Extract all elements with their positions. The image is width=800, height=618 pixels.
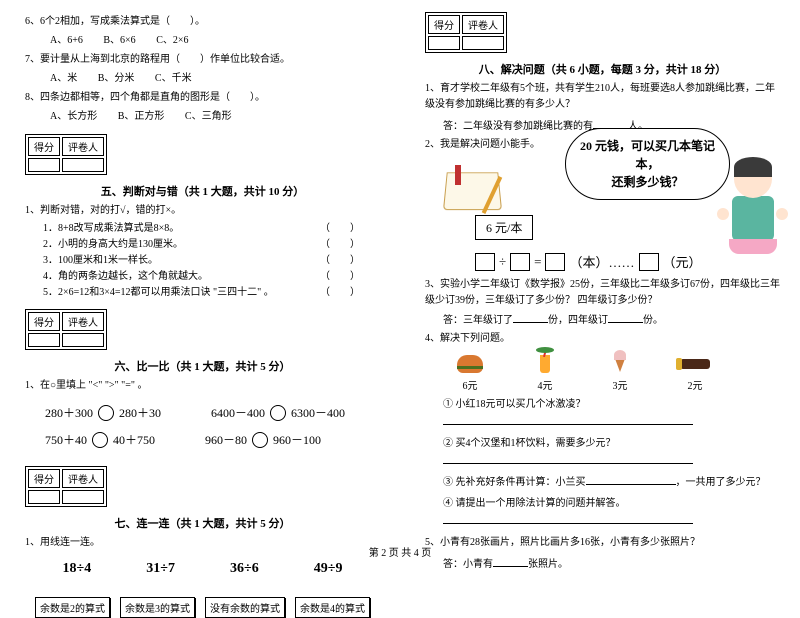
q6-a: A、6+6 xyxy=(50,32,83,50)
q8-c: C、三角形 xyxy=(185,108,232,126)
target-1: 余数是2的算式 xyxy=(35,597,110,618)
connect-expressions: 18÷4 31÷7 36÷6 49÷9 xyxy=(35,561,370,577)
compare-circle xyxy=(98,405,114,421)
sq2: ② 买4个汉堡和1杯饮料，需要多少元？ xyxy=(443,435,780,471)
expr-4: 49÷9 xyxy=(314,561,343,577)
speech-bubble: 20 元钱，可以买几本笔记本， 还剩多少钱？ xyxy=(565,128,730,200)
q8-b: B、正方形 xyxy=(118,108,165,126)
q8-1: 1、育才学校二年级有5个班，共有学生210人，每班要选8人参加跳绳比赛，二年级没… xyxy=(425,81,780,113)
q8-4: 4、解决下列问题。 xyxy=(425,331,780,347)
sec5-l1: 1．8+8改写成乘法算式是8×8。（ ） xyxy=(43,221,380,237)
compare-row-1: 280＋300280＋30 6400－4006300－400 xyxy=(45,404,380,421)
sec5-l2: 2．小明的身高大约是130厘米。（ ） xyxy=(43,237,380,253)
q7-a: A、米 xyxy=(50,70,77,88)
q7-stem: 7、要计量从上海到北京的路程用（ ）作单位比较合适。 xyxy=(25,52,380,68)
food-prices: 6元 4元 3元 2元 xyxy=(455,377,780,392)
candy-icon xyxy=(680,353,710,375)
q7-c: C、千米 xyxy=(155,70,192,88)
icecream-icon xyxy=(605,353,635,375)
notebook-icon xyxy=(445,170,505,220)
score-box-7: 得分评卷人 xyxy=(25,466,107,507)
score-blank xyxy=(28,158,60,172)
target-4: 余数是4的算式 xyxy=(295,597,370,618)
q8-a: A、长方形 xyxy=(50,108,97,126)
score-box-8: 得分评卷人 xyxy=(425,12,507,53)
page-footer: 第 2 页 共 4 页 xyxy=(0,544,800,559)
child-character-icon xyxy=(725,160,780,270)
section-8-title: 八、解决问题（共 6 小题，每题 3 分，共计 18 分） xyxy=(425,61,780,77)
expr-1: 18÷4 xyxy=(63,561,92,577)
q6-c: C、2×6 xyxy=(156,32,188,50)
compare-row-2: 750＋4040＋750 960－80960－100 xyxy=(45,431,380,448)
q8-stem: 8、四条边都相等，四个角都是直角的图形是（ ）。 xyxy=(25,90,380,106)
right-column: 得分评卷人 八、解决问题（共 6 小题，每题 3 分，共计 18 分） 1、育才… xyxy=(400,0,800,565)
blank-box xyxy=(475,253,495,271)
sq1: ① 小红18元可以买几个冰激凌？ xyxy=(443,396,780,432)
sq3: ③ 先补充好条件再计算：小兰买，一共用了多少元？ xyxy=(443,474,780,492)
target-2: 余数是3的算式 xyxy=(120,597,195,618)
left-column: 6、6个2相加，写成乘法算式是（ ）。 A、6+6 B、6×6 C、2×6 7、… xyxy=(0,0,400,565)
q7-opts: A、米 B、分米 C、千米 xyxy=(50,70,380,88)
sec6-intro: 1、在○里填上 "<" ">" "=" 。 xyxy=(25,378,380,394)
section-5-title: 五、判断对与错（共 1 大题，共计 10 分） xyxy=(25,183,380,199)
sec5-l3: 3．100厘米和1米一样长。（ ） xyxy=(43,253,380,269)
q8-3-ans: 答：三年级订了份，四年级订份。 xyxy=(443,313,780,329)
target-3: 没有余数的算式 xyxy=(205,597,285,618)
sec5-intro: 1、判断对错，对的打√，错的打×。 xyxy=(25,203,380,219)
section-7-title: 七、连一连（共 1 大题，共计 5 分） xyxy=(25,515,380,531)
sec5-l4: 4．角的两条边越长，这个角就越大。（ ） xyxy=(43,269,380,285)
sec5-l5: 5．2×6=12和3×4=12都可以用乘法口诀 "三四十二" 。（ ） xyxy=(43,285,380,301)
grader-blank xyxy=(62,158,104,172)
score-label: 得分 xyxy=(28,137,60,156)
section-6-title: 六、比一比（共 1 大题，共计 5 分） xyxy=(25,358,380,374)
drink-icon xyxy=(530,353,560,375)
food-icons xyxy=(455,353,780,375)
q6-opts: A、6+6 B、6×6 C、2×6 xyxy=(50,32,380,50)
q6-b: B、6×6 xyxy=(103,32,135,50)
q7-b: B、分米 xyxy=(98,70,135,88)
score-box-6: 得分评卷人 xyxy=(25,309,107,350)
sq4: ④ 请提出一个用除法计算的问题并解答。 xyxy=(443,495,780,531)
connect-targets: 余数是2的算式 余数是3的算式 没有余数的算式 余数是4的算式 xyxy=(30,597,375,618)
burger-icon xyxy=(455,353,485,375)
q6-stem: 6、6个2相加，写成乘法算式是（ ）。 xyxy=(25,14,380,30)
expr-2: 31÷7 xyxy=(146,561,175,577)
grader-label: 评卷人 xyxy=(62,137,104,156)
q8-opts: A、长方形 B、正方形 C、三角形 xyxy=(50,108,380,126)
score-box-5: 得分评卷人 xyxy=(25,134,107,175)
q8-3: 3、实验小学二年级订《数学报》25份，三年级比二年级多订67份，四年级比三年级少… xyxy=(425,277,780,309)
q8-5-ans: 答：小青有张照片。 xyxy=(443,557,780,573)
expr-3: 36÷6 xyxy=(230,561,259,577)
